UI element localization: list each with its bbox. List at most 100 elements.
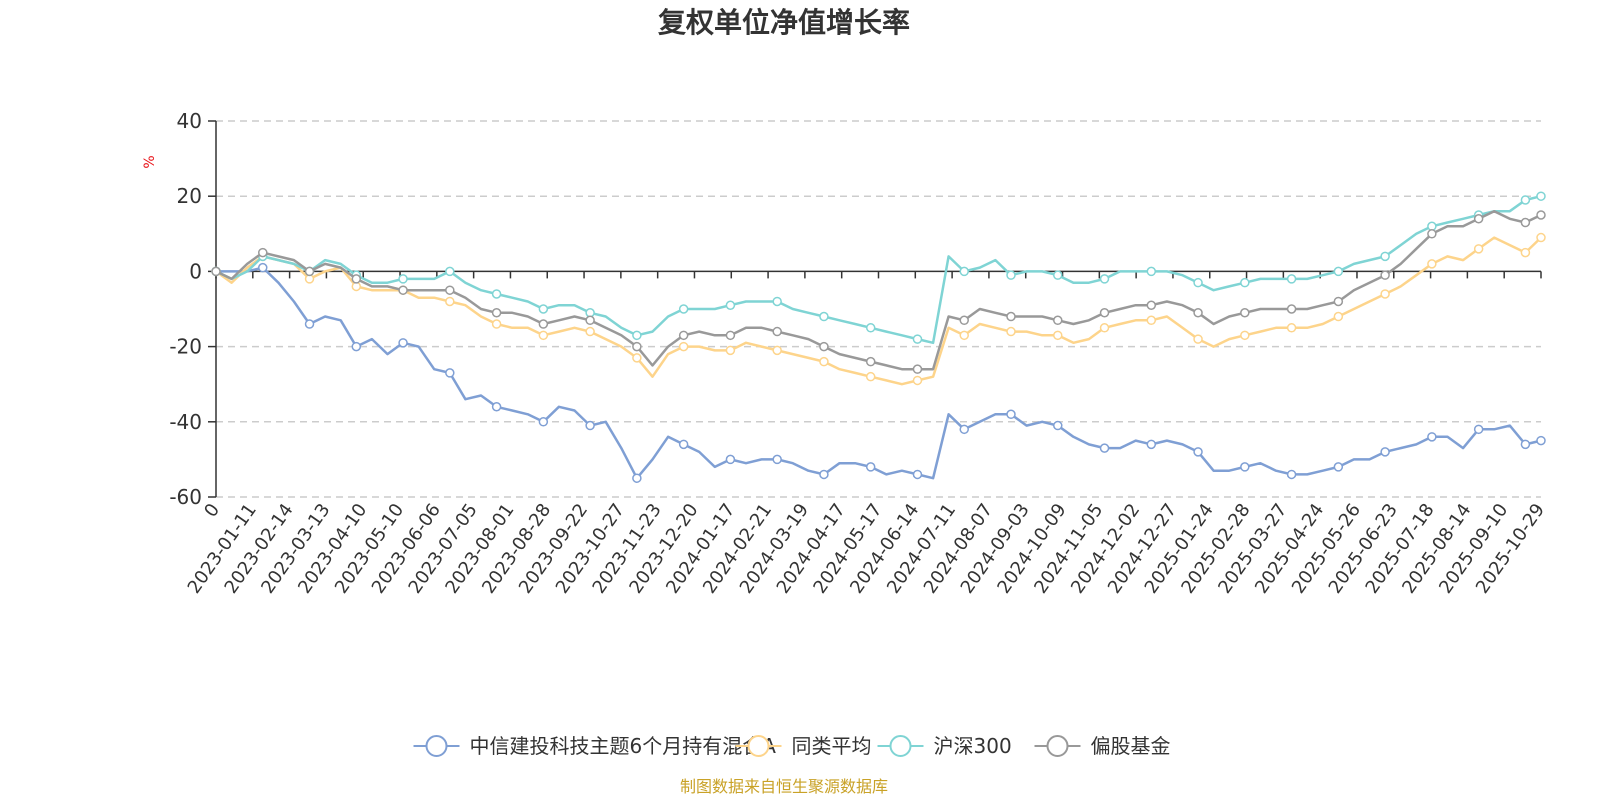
series-line-2 <box>215 236 1542 386</box>
data-point <box>632 473 642 483</box>
data-point <box>1193 334 1203 344</box>
data-point <box>1380 447 1390 457</box>
data-point <box>865 323 876 333</box>
data-point <box>351 341 362 352</box>
data-point <box>1006 409 1016 420</box>
data-point <box>1053 420 1063 431</box>
data-point <box>1053 315 1063 326</box>
data-point <box>1333 462 1344 472</box>
y-tick-label: 0 <box>189 259 202 283</box>
legend-item-1[interactable]: 中信建投科技主题6个月持有混合A <box>413 734 777 758</box>
data-point <box>912 469 923 480</box>
data-point <box>632 353 642 363</box>
data-point <box>491 402 502 412</box>
data-point <box>865 371 876 382</box>
data-point <box>351 274 362 284</box>
data-point <box>258 262 268 273</box>
data-point <box>491 289 502 299</box>
data-point <box>491 308 502 318</box>
data-point <box>1333 296 1344 307</box>
legend-swatch-marker <box>747 735 770 757</box>
data-point <box>1099 443 1110 453</box>
data-point <box>1520 217 1531 228</box>
legend-label: 中信建投科技主题6个月持有混合A <box>470 734 777 758</box>
y-tick-label: -20 <box>169 335 202 359</box>
y-tick-label: -40 <box>169 410 202 434</box>
data-point <box>1193 308 1203 318</box>
data-point <box>819 469 829 480</box>
data-point <box>865 462 876 472</box>
legend-item-4[interactable]: 偏股基金 <box>1034 734 1171 758</box>
data-point <box>1536 435 1546 446</box>
y-tick-label: -60 <box>169 485 202 509</box>
data-point <box>1099 274 1110 284</box>
legend-label: 沪深300 <box>934 734 1012 758</box>
legend-swatch-marker <box>889 735 912 757</box>
data-point <box>445 296 455 307</box>
legend-label: 偏股基金 <box>1091 734 1171 758</box>
data-point <box>398 285 408 295</box>
data-point <box>1240 277 1250 288</box>
data-point <box>1146 315 1157 326</box>
data-point <box>632 330 642 341</box>
data-point <box>959 315 969 326</box>
data-point <box>1333 311 1344 322</box>
data-point <box>1427 229 1437 239</box>
legend[interactable]: 中信建投科技主题6个月持有混合A 同类平均 沪深300 偏股基金 <box>413 734 1171 758</box>
data-point <box>1520 195 1531 205</box>
x-tick-labels: 02023-01-112023-02-142023-03-132023-04-1… <box>184 500 1549 598</box>
data-point <box>585 315 595 326</box>
data-point <box>538 417 549 427</box>
data-point <box>819 311 829 322</box>
data-point <box>445 368 455 378</box>
data-point <box>445 266 455 277</box>
data-point <box>632 341 642 352</box>
data-point <box>1006 311 1016 322</box>
source-footer: 制图数据来自恒生聚源数据库 <box>680 777 888 796</box>
y-tick-label: 40 <box>177 109 202 133</box>
data-point <box>1536 232 1546 243</box>
data-point <box>1006 270 1016 280</box>
data-point <box>1053 330 1063 341</box>
data-point <box>1427 259 1437 269</box>
series-line-4 <box>215 209 1542 371</box>
data-point <box>819 356 829 367</box>
data-point <box>1053 270 1063 280</box>
series-lines <box>211 191 1546 483</box>
data-point <box>772 454 782 465</box>
data-point <box>725 454 736 465</box>
data-point <box>1193 277 1203 288</box>
data-point <box>1536 191 1546 201</box>
data-point <box>398 274 408 284</box>
data-point <box>912 364 923 374</box>
data-point <box>538 330 549 341</box>
data-point <box>1146 439 1157 450</box>
data-point <box>1333 266 1344 277</box>
y-axis-unit: % <box>142 155 158 168</box>
data-point <box>959 424 969 435</box>
y-tick-label: 20 <box>177 184 202 208</box>
series-line-3 <box>215 194 1542 345</box>
data-point <box>1006 326 1016 337</box>
data-point <box>678 341 689 352</box>
data-point <box>819 341 829 352</box>
data-point <box>1146 300 1157 310</box>
data-point <box>1520 439 1531 450</box>
x-tick-label: 0 <box>200 500 224 521</box>
data-point <box>772 345 782 356</box>
legend-label: 同类平均 <box>792 734 872 758</box>
data-point <box>959 266 969 277</box>
data-point <box>912 375 923 386</box>
data-point <box>725 345 736 356</box>
data-point <box>445 285 455 295</box>
data-point <box>959 330 969 341</box>
data-point <box>304 319 315 329</box>
legend-swatch-marker <box>425 735 448 757</box>
data-point <box>1099 308 1110 318</box>
legend-item-3[interactable]: 沪深300 <box>877 734 1012 758</box>
data-point <box>538 319 549 329</box>
data-point <box>1240 308 1250 318</box>
data-point <box>678 330 689 341</box>
legend-item-2[interactable]: 同类平均 <box>735 734 872 758</box>
